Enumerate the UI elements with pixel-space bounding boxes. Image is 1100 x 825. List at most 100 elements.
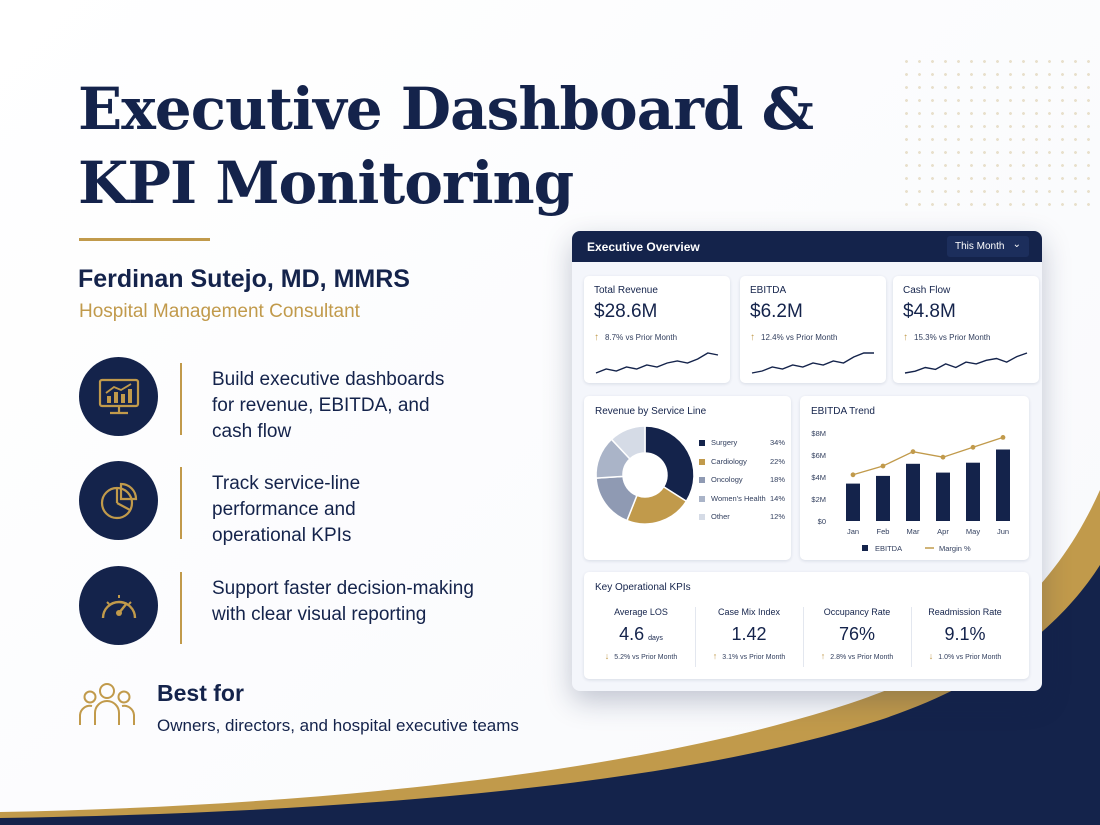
ops-kpi-unit: days bbox=[648, 635, 663, 642]
arrow-down-icon: ↓ bbox=[604, 651, 610, 661]
legend-value: 18% bbox=[769, 475, 785, 484]
ops-title: Key Operational KPIs bbox=[595, 582, 691, 593]
legend-label: Women's Health bbox=[711, 493, 766, 503]
arrow-up-icon: ↑ bbox=[712, 651, 718, 661]
x-tick-label: Jan bbox=[847, 527, 859, 536]
ops-kpi-label: Readmission Rate bbox=[928, 607, 1002, 617]
legend-swatch bbox=[699, 458, 705, 465]
ops-kpi-item: Average LOS 4.6 days ↓ 5.2% vs Prior Month bbox=[587, 607, 695, 669]
margin-point bbox=[940, 454, 946, 460]
chart-title: EBITDA Trend bbox=[811, 406, 875, 417]
kpi-delta-text: 8.7% vs Prior Month bbox=[605, 333, 678, 342]
x-tick-label: Mar bbox=[907, 527, 920, 536]
donut-slice-surgery bbox=[644, 425, 695, 503]
feature-item: Support faster decision-making with clea… bbox=[79, 566, 539, 650]
legend-value: 12% bbox=[769, 512, 785, 521]
bar-jun bbox=[996, 449, 1010, 521]
feature-text: Track service-line performance and opera… bbox=[212, 471, 532, 549]
legend-swatch bbox=[699, 440, 705, 447]
legend-value: 14% bbox=[769, 493, 785, 503]
arrow-up-icon: ↑ bbox=[594, 332, 599, 343]
legend-item: Oncology 18% bbox=[699, 475, 785, 484]
legend-value: 22% bbox=[769, 456, 785, 466]
kpi-delta-text: 15.3% vs Prior Month bbox=[914, 333, 991, 342]
x-tick-label: Jun bbox=[997, 527, 1009, 536]
feature-icon-circle bbox=[79, 357, 158, 436]
ops-kpi-value: 4.6 days bbox=[619, 624, 663, 644]
feature-icon-circle bbox=[79, 566, 158, 645]
legend-swatch bbox=[699, 477, 705, 484]
legend-value: 34% bbox=[769, 438, 785, 447]
ops-kpi-label: Average LOS bbox=[614, 607, 668, 617]
kpi-label: Total Revenue bbox=[594, 285, 658, 296]
legend-label: Surgery bbox=[711, 438, 738, 447]
sparkline-path bbox=[595, 352, 719, 374]
ebitda-trend-card: EBITDA Trend $8M $6M $4M $2M $0 Jan Feb Mar Apr M… bbox=[800, 396, 1029, 560]
monitor-chart-icon bbox=[98, 378, 139, 414]
kpi-delta: ↑ 15.3% vs Prior Month bbox=[903, 332, 990, 343]
ops-kpi-delta: ↓ 1.0% vs Prior Month bbox=[928, 651, 1002, 661]
best-for-text: Owners, directors, and hospital executiv… bbox=[157, 716, 519, 735]
dashboard-mockup: Executive Overview This Month ⌄ Total Re… bbox=[572, 231, 1042, 691]
ops-kpi-value: 1.42 bbox=[731, 624, 767, 644]
legend-item: Other 12% bbox=[699, 512, 785, 521]
y-tick-label: $6M bbox=[811, 451, 826, 460]
sparkline-path bbox=[751, 352, 874, 374]
ops-kpi-value: 76% bbox=[838, 624, 876, 644]
kpi-label: Cash Flow bbox=[903, 285, 951, 296]
page-title: Executive Dashboard & KPI Monitoring bbox=[78, 72, 838, 220]
ops-divider bbox=[803, 607, 804, 667]
kpi-delta: ↑ 12.4% vs Prior Month bbox=[750, 332, 837, 343]
feature-line: for revenue, EBITDA, and bbox=[212, 395, 430, 416]
dashboard-title: Executive Overview bbox=[587, 240, 700, 254]
dashboard-header: Executive Overview This Month ⌄ bbox=[572, 231, 1042, 262]
ops-kpi-label: Occupancy Rate bbox=[823, 607, 891, 617]
ops-kpi-item: Occupancy Rate 76% ↑ 2.8% vs Prior Month bbox=[803, 607, 911, 669]
kpi-delta-text: 12.4% vs Prior Month bbox=[761, 333, 838, 342]
feature-line: cash flow bbox=[212, 421, 292, 442]
arrow-up-icon: ↑ bbox=[750, 332, 755, 343]
sparkline bbox=[904, 352, 1028, 374]
kpi-value: $28.6M bbox=[594, 301, 658, 322]
kpi-card-total-revenue: Total Revenue $28.6M ↑ 8.7% vs Prior Mont… bbox=[584, 276, 730, 383]
period-dropdown-value: This Month bbox=[955, 241, 1005, 252]
bar-apr bbox=[936, 472, 950, 521]
legend-swatch bbox=[699, 514, 705, 521]
service-line-card: Revenue by Service Line Surgery 34% Cardio… bbox=[584, 396, 791, 560]
margin-point bbox=[970, 444, 976, 450]
ops-divider bbox=[695, 607, 696, 667]
y-tick-label: $0 bbox=[818, 517, 826, 526]
legend-swatch-ebitda bbox=[862, 545, 868, 551]
x-tick-label: May bbox=[966, 527, 980, 536]
feature-line: performance and bbox=[212, 499, 356, 520]
ops-kpi-item: Case Mix Index 1.42 ↑ 3.1% vs Prior Month bbox=[695, 607, 803, 669]
service-line-donut bbox=[595, 425, 695, 525]
best-for-title: Best for bbox=[157, 680, 244, 706]
bar-mar bbox=[906, 463, 920, 521]
chevron-down-icon: ⌄ bbox=[1012, 239, 1021, 250]
feature-item: Track service-line performance and opera… bbox=[79, 461, 539, 546]
feature-divider bbox=[180, 363, 182, 435]
kpi-value: $4.8M bbox=[903, 301, 956, 322]
author-role: Hospital Management Consultant bbox=[79, 301, 360, 322]
margin-point bbox=[880, 463, 886, 469]
y-tick-label: $4M bbox=[811, 473, 826, 482]
legend-swatch bbox=[699, 495, 705, 502]
legend-label: Other bbox=[711, 512, 730, 521]
feature-text: Support faster decision-making with clea… bbox=[212, 576, 532, 628]
feature-text: Build executive dashboards for revenue, … bbox=[212, 367, 532, 445]
title-divider bbox=[79, 238, 210, 241]
legend-label: Oncology bbox=[711, 475, 743, 484]
ops-kpi-delta: ↑ 3.1% vs Prior Month bbox=[712, 651, 786, 661]
margin-point bbox=[910, 449, 916, 455]
kpi-label: EBITDA bbox=[750, 285, 787, 296]
feature-line: Build executive dashboards bbox=[212, 369, 445, 390]
ops-kpi-label: Case Mix Index bbox=[717, 607, 781, 617]
period-dropdown[interactable]: This Month ⌄ bbox=[947, 236, 1029, 257]
legend-label: Cardiology bbox=[711, 456, 747, 466]
kpi-card-cash-flow: Cash Flow $4.8M ↑ 15.3% vs Prior Month bbox=[893, 276, 1039, 383]
x-tick-label: Feb bbox=[877, 527, 890, 536]
margin-point bbox=[850, 472, 856, 478]
